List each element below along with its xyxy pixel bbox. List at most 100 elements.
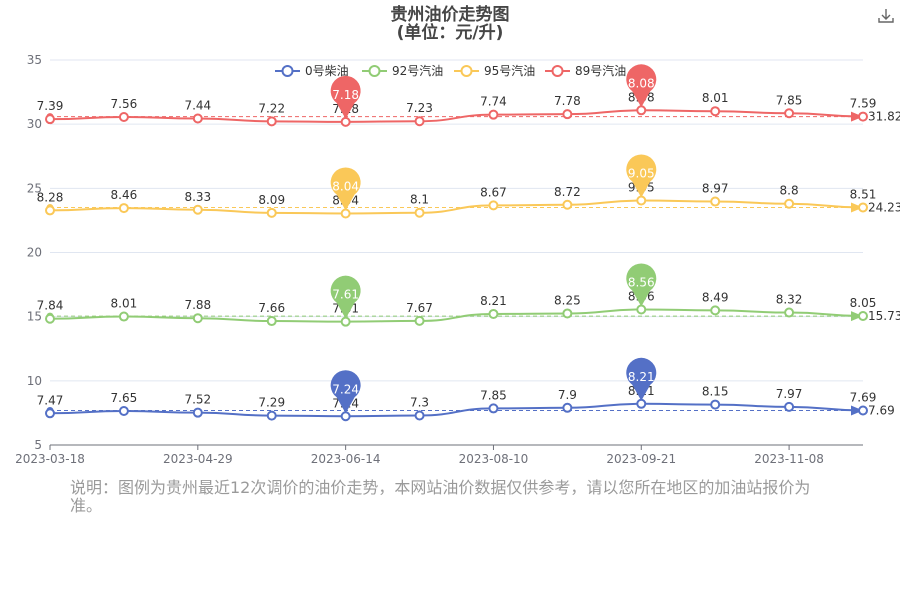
data-point	[562, 109, 573, 120]
data-point	[636, 105, 647, 116]
min-marker: 8.04	[330, 167, 361, 211]
max-marker-pin	[626, 263, 657, 307]
x-tick-label: 2023-04-29	[163, 452, 233, 466]
data-point	[858, 405, 868, 416]
data-point	[118, 405, 129, 416]
legend-label: 95号汽油	[484, 63, 535, 78]
max-marker-label: 8.08	[628, 76, 655, 90]
data-label: 7.52	[184, 393, 211, 407]
data-label: 8.09	[258, 193, 285, 207]
data-point	[414, 315, 425, 326]
y-tick-label: 35	[27, 53, 42, 67]
data-point	[266, 207, 277, 218]
min-marker-label: 7.61	[332, 288, 359, 302]
data-point	[784, 401, 795, 412]
x-tick-label: 2023-09-21	[606, 452, 676, 466]
data-label: 8.67	[480, 185, 507, 199]
data-label: 8.49	[702, 290, 729, 304]
plot-area: 7.69 7.47 7.65 7.52 7.29 7.24 7.3 7.85 7.9 8.21 8.…	[37, 64, 900, 422]
data-point	[710, 305, 721, 316]
data-label: 7.74	[480, 95, 507, 109]
data-label: 8.28	[37, 190, 64, 204]
max-marker: 8.08	[626, 64, 657, 108]
data-point	[562, 402, 573, 413]
data-label: 7.3	[410, 395, 429, 409]
data-point	[118, 311, 129, 322]
data-point	[192, 407, 203, 418]
data-label: 7.67	[406, 301, 433, 315]
data-label: 7.65	[111, 391, 138, 405]
chart-title: 贵州油价走势图	[391, 4, 510, 25]
x-tick-label: 2023-03-18	[15, 452, 85, 466]
y-tick-label: 20	[27, 246, 42, 260]
average-line-arrow	[851, 311, 863, 322]
x-axis: 2023-03-18 2023-04-29 2023-06-14 2023-08-10…	[15, 444, 863, 466]
data-label: 7.85	[480, 388, 507, 402]
min-marker-pin	[330, 167, 361, 211]
min-marker-label: 7.24	[332, 382, 359, 396]
min-marker: 7.24	[330, 370, 361, 414]
min-marker-label: 8.04	[332, 179, 359, 193]
series-line	[49, 308, 864, 323]
legend-label: 89号汽油	[575, 63, 626, 78]
data-label: 7.84	[37, 299, 64, 313]
data-point	[266, 116, 277, 127]
data-label: 7.29	[258, 396, 285, 410]
legend-item[interactable]: 92号汽油	[362, 63, 443, 78]
data-point	[488, 200, 499, 211]
average-label: 31.82	[868, 110, 900, 124]
min-marker: 7.18	[330, 75, 361, 119]
legend-item[interactable]: 95号汽油	[454, 63, 535, 78]
data-label: 8.46	[111, 188, 138, 202]
legend-swatch-marker	[460, 65, 473, 77]
max-marker-pin	[626, 154, 657, 198]
legend-item[interactable]: 0号柴油	[275, 64, 349, 78]
data-point	[340, 208, 351, 219]
x-tick-label: 2023-06-14	[311, 452, 381, 466]
data-label: 7.88	[184, 298, 211, 312]
y-tick-label: 5	[34, 438, 42, 452]
x-tick-label: 2023-08-10	[459, 452, 529, 466]
min-marker-label: 7.18	[332, 88, 359, 102]
series-3: 31.82 7.39 7.56 7.44 7.22 7.18 7.23 7.74 7.78 8.0…	[37, 64, 900, 127]
download-icon[interactable]	[876, 6, 896, 26]
data-point	[488, 109, 499, 120]
data-label: 7.97	[776, 387, 803, 401]
data-point	[488, 308, 499, 319]
data-label: 8.33	[184, 190, 211, 204]
data-label: 8.8	[780, 184, 799, 198]
legend[interactable]: 0号柴油 92号汽油 95号汽油 89号汽油	[275, 63, 626, 78]
data-label: 7.47	[37, 393, 64, 407]
legend-swatch-marker	[551, 65, 564, 77]
average-line-arrow	[851, 202, 863, 213]
data-point	[636, 304, 647, 315]
data-label: 7.85	[776, 93, 803, 107]
data-point	[784, 307, 795, 318]
max-marker-label: 9.05	[628, 167, 655, 181]
data-point	[414, 116, 425, 127]
average-label: 24.23	[868, 201, 900, 215]
y-tick-label: 15	[27, 310, 42, 324]
data-point	[784, 198, 795, 209]
data-label: 8.51	[850, 187, 877, 201]
max-marker-pin	[626, 357, 657, 401]
series-line	[49, 199, 864, 215]
data-point	[118, 111, 129, 122]
legend-swatch-marker	[281, 65, 294, 77]
data-label: 8.32	[776, 293, 803, 307]
data-point	[858, 311, 868, 322]
data-label: 8.72	[554, 185, 581, 199]
legend-label: 0号柴油	[305, 64, 349, 78]
x-tick-label: 2023-11-08	[754, 452, 824, 466]
data-label: 8.15	[702, 385, 729, 399]
data-point	[636, 398, 647, 409]
data-point	[858, 111, 868, 122]
min-marker-pin	[330, 370, 361, 414]
max-marker-pin	[626, 64, 657, 108]
y-tick-label: 25	[27, 181, 42, 195]
average-line-arrow	[851, 405, 863, 416]
legend-item[interactable]: 89号汽油	[545, 63, 626, 78]
chart-note: 说明：图例为贵州最近12次调价的油价走势，本网站油价数据仅供参考，请以您所在地区…	[70, 478, 811, 515]
data-label: 8.21	[480, 294, 507, 308]
average-label: 7.69	[868, 404, 895, 418]
